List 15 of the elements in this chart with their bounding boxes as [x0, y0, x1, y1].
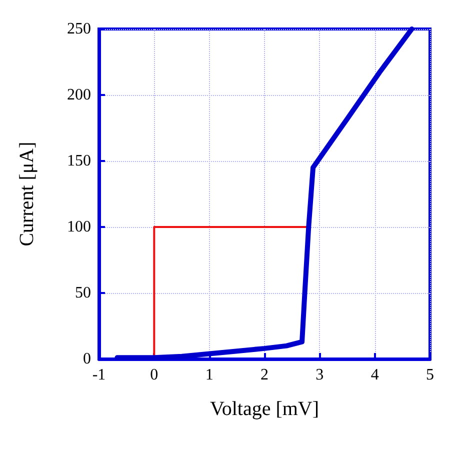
y-tick-label: 150: [67, 152, 91, 170]
y-axis-title: Current [μA]: [16, 142, 38, 246]
y-tick-label: 100: [67, 218, 91, 236]
y-tick-label: 0: [83, 350, 91, 368]
y-tick-label: 250: [67, 20, 91, 38]
y-tick-label: 200: [67, 86, 91, 104]
x-axis-title: Voltage [mV]: [210, 398, 320, 420]
x-tick-label: 4: [370, 366, 379, 384]
x-tick-label: 3: [316, 366, 324, 384]
x-tick-label: -1: [92, 366, 106, 384]
x-tick-label: 1: [205, 366, 214, 384]
y-tick-label: 50: [75, 284, 91, 302]
x-tick-label: 5: [426, 366, 434, 384]
x-tick-label: 0: [150, 366, 158, 384]
x-tick-label: 2: [260, 366, 268, 384]
